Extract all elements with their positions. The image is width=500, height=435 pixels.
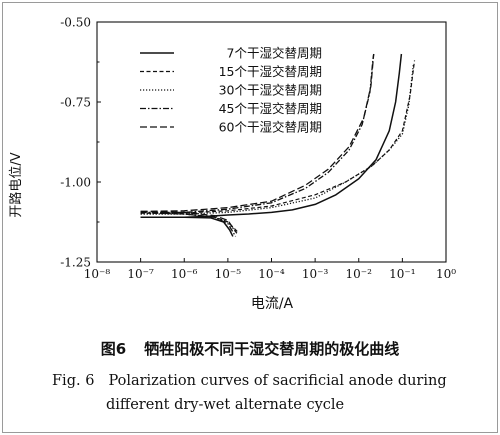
x-tick-label: 10⁰ <box>436 267 456 281</box>
legend-label-2: 15个干湿交替周期 <box>219 64 322 79</box>
y-tick-label: -0.75 <box>60 96 91 110</box>
caption-en-line1: Polarization curves of sacrificial anode… <box>108 373 447 389</box>
legend-label-3: 30个干湿交替周期 <box>219 83 322 98</box>
chart-series <box>140 53 416 237</box>
x-tick-label: 10⁻⁴ <box>258 267 285 281</box>
series-3-anodic-line <box>140 63 415 215</box>
y-tick-label: -1.25 <box>60 256 91 270</box>
y-tick-label: -0.50 <box>60 16 91 30</box>
x-tick-label: 10⁻¹ <box>389 267 415 281</box>
x-tick-label: 10⁻³ <box>302 267 329 281</box>
polarization-chart: 10⁻⁸ 10⁻⁷ 10⁻⁶ 10⁻⁵ 10⁻⁴ 10⁻³ 10⁻² 10⁻¹ 10⁰ -0.50… <box>8 16 456 313</box>
caption-en-line2: different dry-wet alternate cycle <box>106 397 345 413</box>
chart-ticks: 10⁻⁸ 10⁻⁷ 10⁻⁶ 10⁻⁵ 10⁻⁴ 10⁻³ 10⁻² 10⁻¹ 10⁰ -0.50… <box>60 16 456 282</box>
caption-en-number: Fig. 6 <box>52 373 95 389</box>
series-1-cathodic-line <box>140 216 234 237</box>
x-tick-label: 10⁻⁶ <box>171 267 198 281</box>
x-tick-label: 10⁻² <box>346 267 373 281</box>
legend-label-5: 60个干湿交替周期 <box>219 120 322 135</box>
x-tick-label: 10⁻⁸ <box>84 267 111 281</box>
series-4-cathodic-line <box>140 211 237 237</box>
caption-cn-number: 图6 <box>100 340 127 358</box>
caption-english: Fig. 6 Polarization curves of sacrificial… <box>52 369 447 417</box>
chart-legend: 7个干湿交替周期 15个干湿交替周期 30个干湿交替周期 45个干湿交替周期 60个干湿… <box>140 46 322 135</box>
caption-cn-text: 牺牲阳极不同干湿交替周期的极化曲线 <box>144 340 400 358</box>
series-5-cathodic-line <box>140 210 238 234</box>
series-5-anodic-line <box>140 53 375 213</box>
legend-label-1: 7个干湿交替周期 <box>227 46 322 61</box>
y-axis-label: 开路电位/V <box>8 152 24 217</box>
x-tick-label: 10⁻⁷ <box>127 267 154 281</box>
y-tick-label: -1.00 <box>60 176 91 190</box>
caption-chinese: 图6 牺牲阳极不同干湿交替周期的极化曲线 <box>0 338 500 359</box>
x-tick-label: 10⁻⁵ <box>215 267 242 281</box>
x-axis-label: 电流/A <box>251 296 294 312</box>
legend-label-4: 45个干湿交替周期 <box>219 101 322 116</box>
